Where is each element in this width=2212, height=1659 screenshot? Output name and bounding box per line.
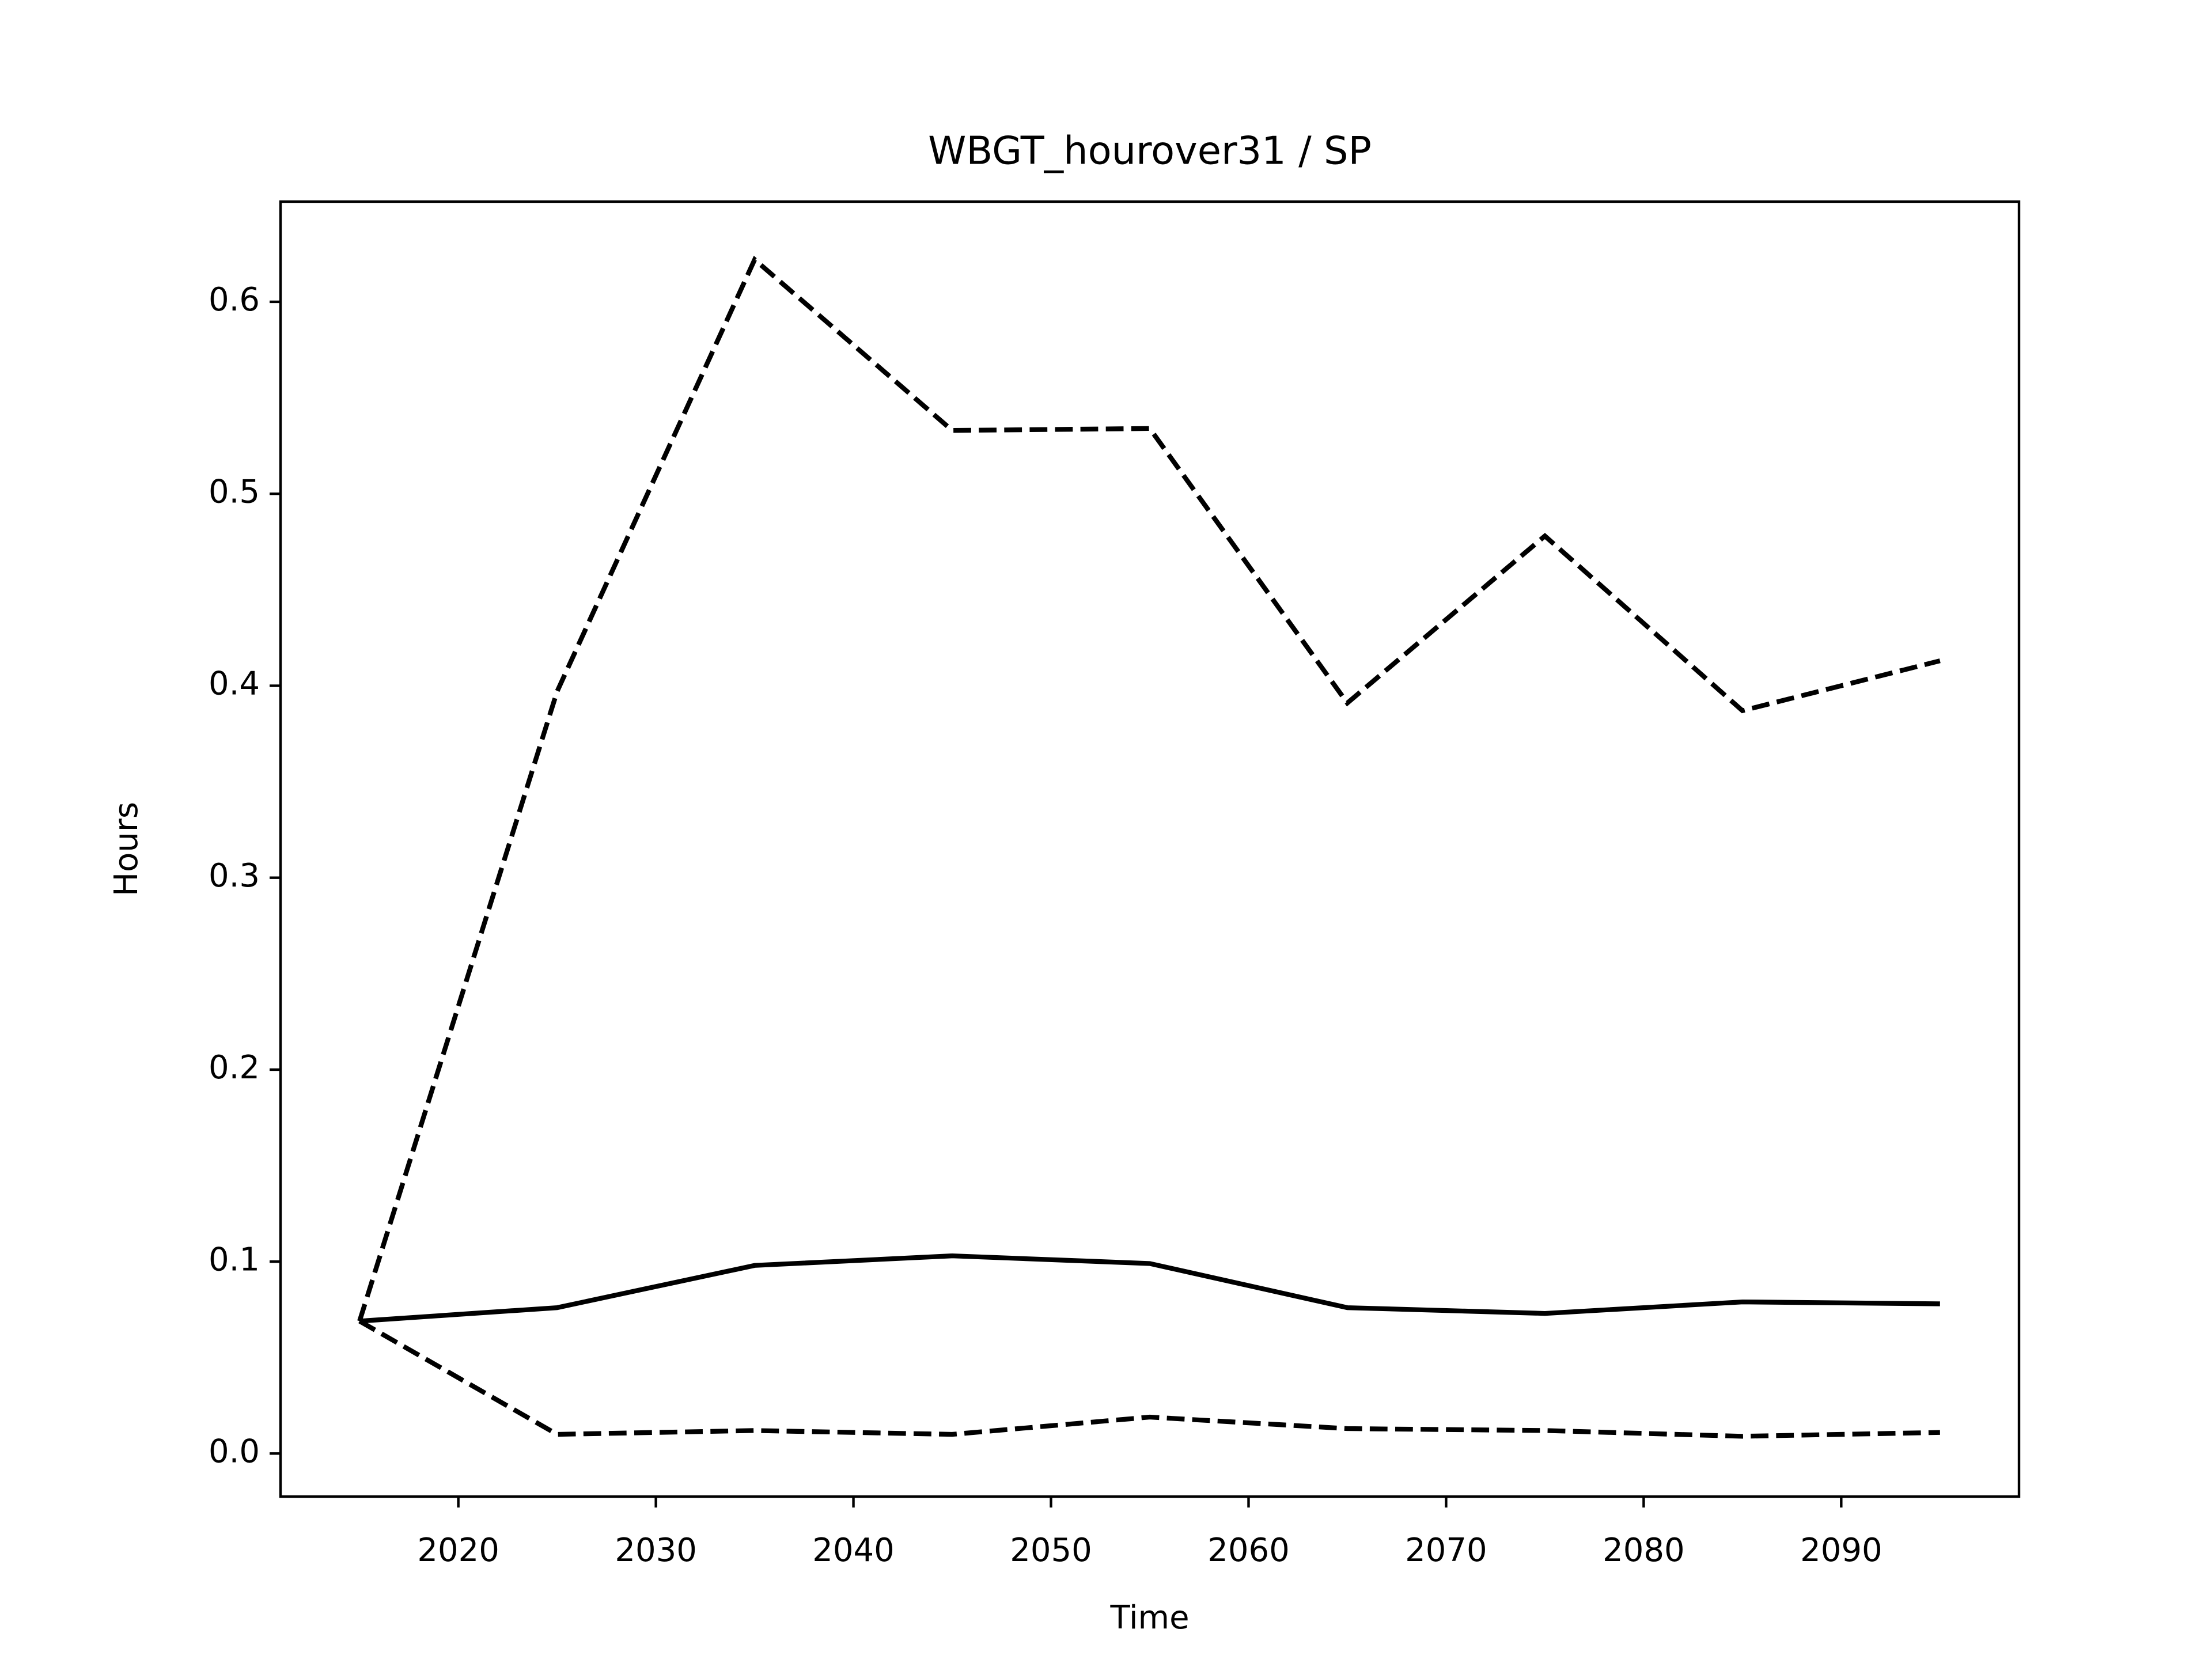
y-tick-label: 0.3 bbox=[209, 857, 260, 895]
y-axis-label: Hours bbox=[108, 802, 145, 896]
x-tick-label: 2050 bbox=[1010, 1532, 1092, 1569]
chart-title: WBGT_hourover31 / SP bbox=[928, 128, 1372, 173]
x-axis-label: Time bbox=[1109, 1599, 1189, 1637]
y-tick-label: 0.4 bbox=[209, 665, 260, 703]
x-tick-label: 2020 bbox=[417, 1532, 499, 1569]
x-tick-label: 2070 bbox=[1405, 1532, 1487, 1569]
y-tick-label: 0.2 bbox=[209, 1049, 260, 1086]
y-tick-label: 0.5 bbox=[209, 473, 260, 510]
data-line bbox=[359, 1253, 1940, 1324]
y-tick-label: 0.1 bbox=[209, 1241, 260, 1278]
x-tick-label: 2090 bbox=[1800, 1532, 1883, 1569]
y-tick-label: 0.0 bbox=[209, 1433, 260, 1470]
y-tick-label: 0.6 bbox=[209, 281, 260, 319]
x-tick-label: 2040 bbox=[812, 1532, 895, 1569]
x-tick-label: 2080 bbox=[1603, 1532, 1685, 1569]
data-line bbox=[357, 255, 1941, 1322]
plot-frame bbox=[279, 200, 2021, 1498]
x-tick-label: 2030 bbox=[615, 1532, 697, 1569]
data-line bbox=[358, 1319, 1940, 1439]
x-tick-label: 2060 bbox=[1207, 1532, 1290, 1569]
